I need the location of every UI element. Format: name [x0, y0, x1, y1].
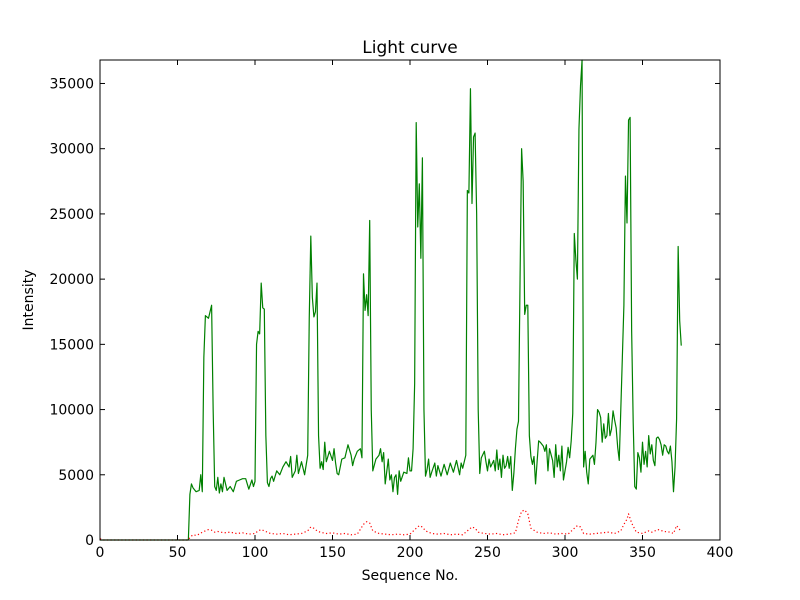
x-tick-label: 50 [169, 545, 187, 561]
series-line-1 [100, 59, 682, 541]
y-tick-label: 25000 [49, 207, 94, 223]
x-tick-label: 400 [707, 545, 734, 561]
y-tick-label: 30000 [49, 142, 94, 158]
x-tick-label: 150 [319, 545, 346, 561]
x-tick-label: 0 [96, 545, 105, 561]
x-tick-label: 200 [397, 545, 424, 561]
y-tick-label: 0 [85, 533, 94, 549]
y-tick-label: 20000 [49, 272, 94, 288]
y-tick-label: 10000 [49, 403, 94, 419]
y-tick-label: 15000 [49, 337, 94, 353]
x-axis-label: Sequence No. [362, 568, 459, 584]
plot-frame [99, 59, 721, 541]
y-axis-label: Intensity [21, 270, 37, 331]
y-tick-label: 35000 [49, 76, 94, 92]
plot-area [99, 59, 682, 541]
series-line-2 [99, 509, 682, 541]
x-tick-label: 250 [474, 545, 501, 561]
x-tick-label: 350 [629, 545, 656, 561]
y-tick-label: 5000 [58, 468, 94, 484]
chart-title: Light curve [362, 38, 457, 58]
x-tick-label: 300 [552, 545, 579, 561]
x-tick-label: 100 [242, 545, 269, 561]
axis-ticks: 0 50 100 150 200 250 300 350 400 0 5000 10000 15000 2… [49, 60, 733, 561]
